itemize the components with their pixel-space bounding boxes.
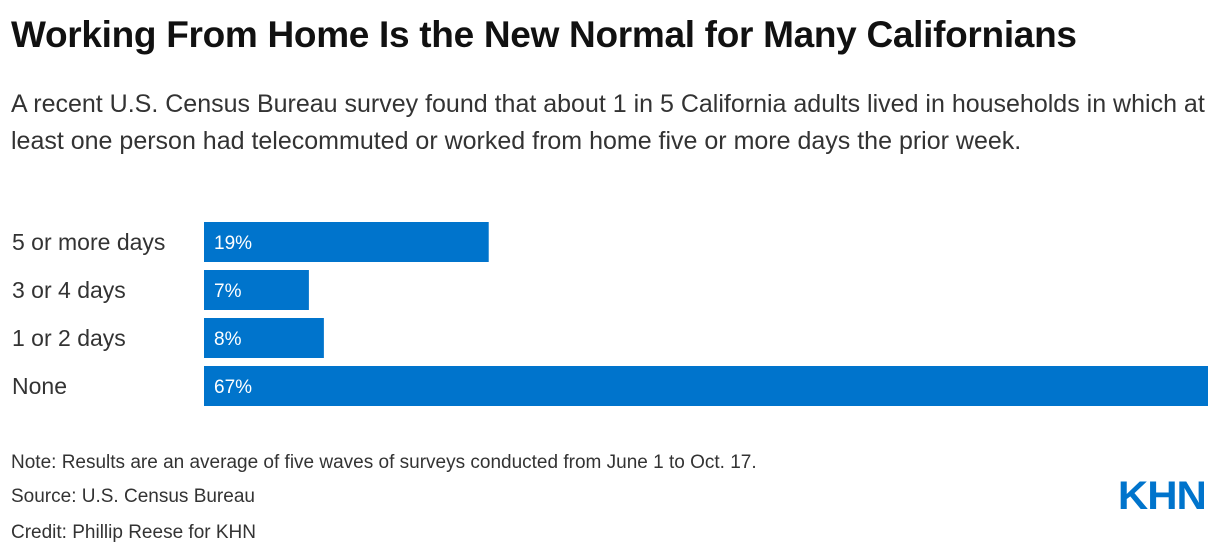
bar xyxy=(204,318,324,358)
value-label: 8% xyxy=(214,329,242,350)
credit-line: Credit: Phillip Reese for KHN xyxy=(11,522,256,543)
category-label: 1 or 2 days xyxy=(12,325,126,351)
category-label: 5 or more days xyxy=(12,229,165,255)
bar-chart: 5 or more days 19% 3 or 4 days 7% 1 or 2 day… xyxy=(12,222,1208,406)
value-label: 67% xyxy=(214,377,252,398)
khn-logo: KHN xyxy=(1118,474,1207,518)
bar xyxy=(204,366,1208,406)
category-label: None xyxy=(12,373,67,399)
chart-subtitle: A recent U.S. Census Bureau survey found… xyxy=(11,90,1205,155)
bar xyxy=(204,222,489,262)
source-line: Source: U.S. Census Bureau xyxy=(11,486,255,507)
footnote: Note: Results are an average of five wav… xyxy=(11,452,757,473)
bar xyxy=(204,270,309,310)
chart-title: Working From Home Is the New Normal for … xyxy=(11,14,1077,55)
category-label: 3 or 4 days xyxy=(12,277,126,303)
value-label: 19% xyxy=(214,233,252,254)
value-label: 7% xyxy=(214,281,242,302)
